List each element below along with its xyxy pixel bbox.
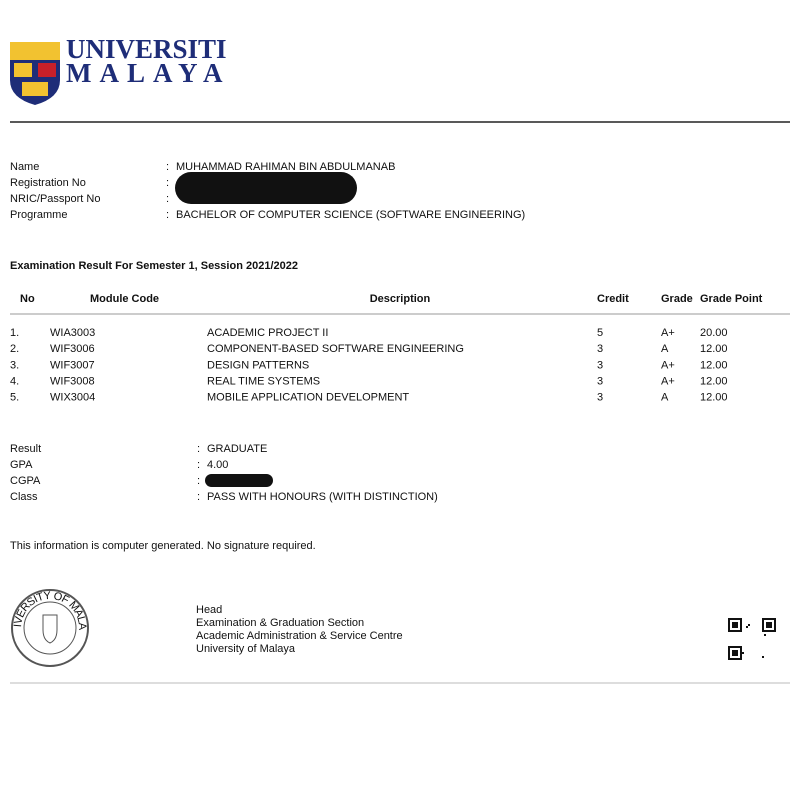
signatory-line: Academic Administration & Service Centre: [196, 630, 403, 642]
field-label: Programme: [10, 209, 67, 221]
field-label: Registration No: [10, 177, 86, 189]
table-cell: 12.00: [700, 359, 728, 371]
column-header: Grade Point: [700, 293, 763, 305]
separator: :: [166, 161, 169, 173]
qr-finder: [732, 622, 738, 628]
qr-code: [728, 618, 776, 660]
table-cell: WIF3008: [50, 376, 95, 388]
field-value: BACHELOR OF COMPUTER SCIENCE (SOFTWARE E…: [176, 209, 525, 221]
table-cell: 3: [597, 343, 603, 355]
table-cell: A+: [661, 376, 675, 388]
table-cell: A: [661, 392, 669, 404]
university-name: UNIVERSITI: [66, 34, 227, 64]
qr-finder: [762, 618, 776, 632]
table-cell: REAL TIME SYSTEMS: [207, 376, 320, 388]
column-header: No: [20, 293, 35, 305]
table-cell: WIF3006: [50, 343, 95, 355]
field-label: NRIC/Passport No: [10, 193, 100, 205]
field-value: GRADUATE: [207, 443, 267, 455]
table-cell: WIA3003: [50, 327, 95, 339]
table-cell: 3.: [10, 359, 19, 371]
column-header: Credit: [597, 293, 629, 305]
table-cell: 3: [597, 359, 603, 371]
redaction: [205, 474, 273, 487]
table-cell: A: [661, 343, 669, 355]
qr-module: [746, 626, 748, 628]
separator: :: [166, 209, 169, 221]
field-value: 4.00: [207, 459, 228, 471]
separator: :: [197, 443, 200, 455]
separator: :: [197, 491, 200, 503]
separator: :: [166, 177, 169, 189]
qr-module: [742, 652, 744, 654]
table-cell: 2.: [10, 343, 19, 355]
table-cell: 5: [597, 327, 603, 339]
field-value: PASS WITH HONOURS (WITH DISTINCTION): [207, 491, 438, 503]
separator: :: [166, 193, 169, 205]
signatory-line: Examination & Graduation Section: [196, 617, 364, 629]
table-cell: MOBILE APPLICATION DEVELOPMENT: [207, 392, 409, 404]
section-title: Examination Result For Semester 1, Sessi…: [10, 260, 298, 272]
field-value: MUHAMMAD RAHIMAN BIN ABDULMANAB: [176, 161, 395, 173]
table-cell: ACADEMIC PROJECT II: [207, 327, 328, 339]
column-header: Grade: [661, 293, 693, 305]
table-cell: 3: [597, 392, 603, 404]
column-header: Description: [370, 293, 431, 305]
table-cell: 4.: [10, 376, 19, 388]
note: This information is computer generated. …: [10, 540, 316, 552]
table-cell: 1.: [10, 327, 19, 339]
table-cell: COMPONENT-BASED SOFTWARE ENGINEERING: [207, 343, 464, 355]
column-header: Module Code: [90, 293, 159, 305]
table-cell: 3: [597, 376, 603, 388]
field-label: Result: [10, 443, 41, 455]
signatory-line: University of Malaya: [196, 643, 296, 655]
table-cell: 20.00: [700, 327, 728, 339]
table-cell: 5.: [10, 392, 19, 404]
qr-finder: [766, 622, 772, 628]
separator: :: [197, 459, 200, 471]
table-cell: A+: [661, 359, 675, 371]
signatory-line: Head: [196, 604, 222, 616]
table-cell: WIX3004: [50, 392, 95, 404]
table-cell: 12.00: [700, 376, 728, 388]
qr-finder: [732, 650, 738, 656]
qr-module: [762, 656, 764, 658]
table-cell: WIF3007: [50, 359, 95, 371]
table-cell: A+: [661, 327, 675, 339]
university-name: MALAYA: [66, 58, 231, 88]
table-cell: 12.00: [700, 343, 728, 355]
table-cell: 12.00: [700, 392, 728, 404]
separator: :: [197, 475, 200, 487]
logo: [10, 42, 60, 105]
qr-finder: [728, 618, 742, 632]
field-label: Name: [10, 161, 39, 173]
table-cell: DESIGN PATTERNS: [207, 359, 309, 371]
qr-finder: [728, 646, 742, 660]
field-label: GPA: [10, 459, 33, 471]
redaction: [175, 172, 357, 204]
qr-module: [748, 624, 750, 626]
qr-module: [764, 634, 766, 636]
field-label: Class: [10, 491, 38, 503]
field-label: CGPA: [10, 475, 41, 487]
